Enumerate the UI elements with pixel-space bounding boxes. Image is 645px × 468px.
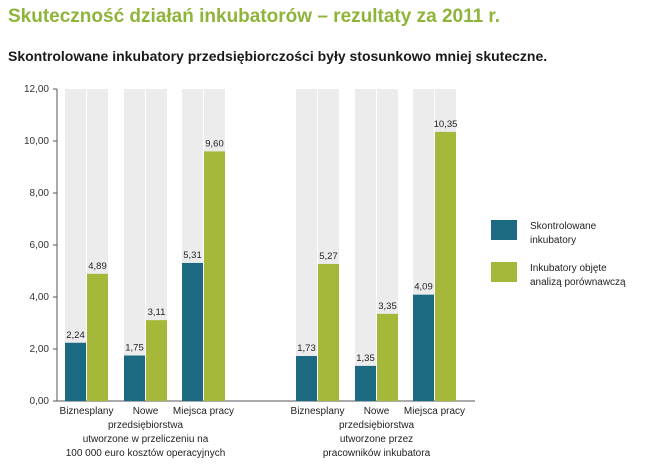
bar: [87, 273, 108, 401]
bar: [377, 313, 398, 401]
bar-background: [124, 89, 145, 401]
bar-value-label: 10,35: [434, 119, 458, 130]
x-category-label: utworzone w przeliczeniu na: [83, 434, 209, 445]
y-tick-label: 2,00: [30, 344, 50, 355]
x-category-label: 100 000 euro kosztów operacyjnych: [66, 448, 226, 459]
bar-background: [355, 89, 376, 401]
page-subtitle: Skontrolowane inkubatory przedsiębiorczo…: [8, 48, 548, 64]
x-category-label: Miejsca pracy: [404, 406, 465, 417]
x-category-label: pracowników inkubatora: [323, 448, 431, 459]
x-category-label: Biznesplany: [291, 406, 345, 417]
legend-label: inkubatory: [530, 235, 576, 246]
legend-swatch: [491, 220, 517, 240]
bar-value-label: 9,60: [205, 138, 224, 149]
legend-label: Skontrolowane: [530, 221, 597, 232]
page-title: Skuteczność działań inkubatorów – rezult…: [8, 6, 501, 27]
bar-value-label: 3,11: [148, 307, 166, 318]
y-tick-label: 12,00: [24, 84, 49, 95]
x-category-label: Nowe: [133, 406, 159, 417]
y-tick-label: 0,00: [30, 396, 50, 407]
bar-value-label: 4,09: [414, 282, 433, 293]
bar-value-label: 1,35: [356, 353, 375, 364]
bar-value-label: 1,73: [297, 343, 316, 354]
bar: [435, 131, 456, 401]
x-category-label: przedsiębiorstwa: [339, 420, 414, 431]
legend-label: Inkubatory objęte: [530, 263, 607, 274]
bar-background: [296, 89, 317, 401]
bar: [65, 342, 86, 401]
bar: [204, 151, 225, 401]
legend-swatch: [491, 262, 517, 282]
bar-value-label: 3,35: [378, 301, 397, 312]
bar: [182, 262, 203, 401]
bar: [355, 365, 376, 401]
bar: [296, 356, 317, 401]
bar-value-label: 5,31: [183, 250, 202, 261]
bar-value-label: 1,75: [125, 343, 144, 354]
x-category-label: Nowe: [364, 406, 390, 417]
x-category-label: Biznesplany: [60, 406, 114, 417]
bar-background: [65, 89, 86, 401]
bar-value-label: 2,24: [66, 330, 85, 341]
bar-value-label: 5,27: [319, 251, 338, 262]
bar: [124, 355, 145, 401]
legend-label: analizą porównawczą: [530, 277, 626, 288]
x-category-label: Miejsca pracy: [173, 406, 234, 417]
bar-value-label: 4,89: [88, 261, 107, 272]
y-tick-label: 4,00: [30, 292, 50, 303]
y-tick-label: 8,00: [30, 188, 50, 199]
y-tick-label: 10,00: [24, 136, 49, 147]
x-category-label: utworzone przez: [340, 434, 413, 445]
bar: [146, 320, 167, 401]
bar: [413, 294, 434, 401]
y-tick-label: 6,00: [30, 240, 50, 251]
x-category-label: przedsiębiorstwa: [108, 420, 183, 431]
bar: [318, 263, 339, 401]
